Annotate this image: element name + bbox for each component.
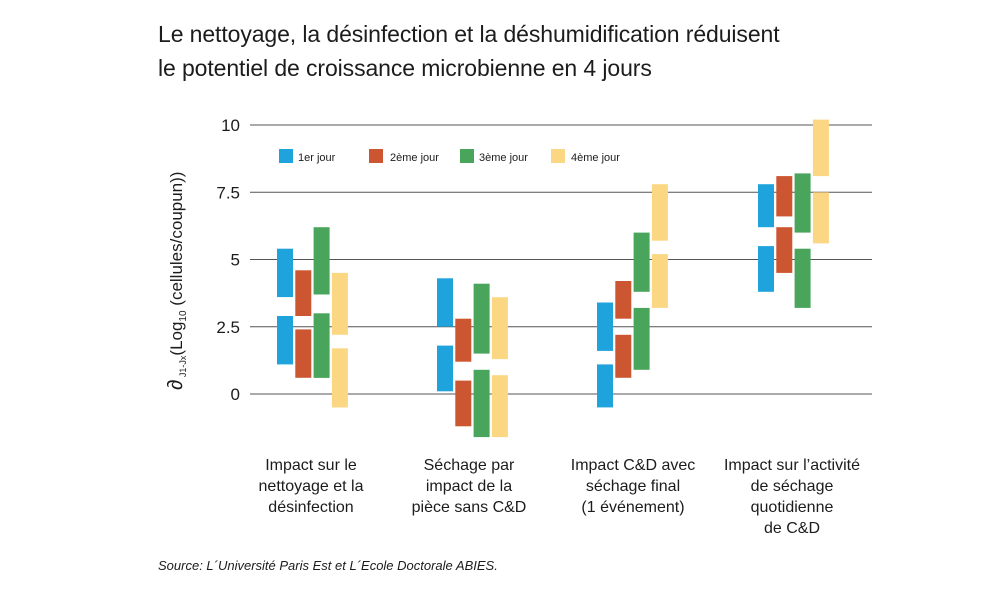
y-axis-label-end: (cellules/coupun)) (167, 172, 186, 311)
bar-g1-s4-high (331, 272, 348, 335)
bar-g3-s4-high (651, 184, 668, 241)
y-tick-label-1: 2.5 (216, 318, 240, 337)
bar-g4-s1-low (758, 246, 774, 292)
legend-swatch-2 (369, 149, 383, 163)
bar-g1-s3-high (313, 227, 330, 295)
bar-g1-s2-high (295, 270, 312, 316)
source-note: Source: L´Université Paris Est et L´Ecol… (158, 558, 498, 573)
y-tick-label-4: 10 (221, 116, 240, 135)
bar-g4-s2-high (776, 176, 793, 217)
bar-g2-s3-high (473, 283, 490, 354)
y-tick-label-0: 0 (231, 385, 240, 404)
bar-g2-s1-high (437, 278, 453, 327)
legend-label-2: 2ème jour (390, 152, 439, 164)
bar-g4-s3-low (794, 248, 811, 308)
bar-g2-s1-low (437, 345, 453, 392)
bar-g3-s2-low (615, 334, 632, 378)
legend-swatch-1 (279, 149, 293, 163)
bar-g1-s1-high (277, 248, 293, 298)
bar-g2-s3-low (473, 369, 490, 438)
bar-g3-s4-low (651, 254, 668, 308)
y-tick-label-3: 7.5 (216, 183, 240, 202)
y-axis-label-main: ∂ (164, 380, 187, 390)
legend-swatch-3 (460, 149, 474, 163)
y-tick-label-2: 5 (231, 251, 240, 270)
bar-g1-s2-low (295, 329, 312, 378)
category-label-drying: Séchage par impact de la pièce sans C&D (411, 457, 527, 516)
bar-g2-s2-low (455, 380, 472, 427)
category-label-daily-drying: Impact sur l’activité de séchage quotidi… (723, 457, 861, 537)
bar-g3-s3-low (633, 307, 650, 370)
bar-g4-s2-low (776, 227, 793, 273)
bar-g1-s1-low (277, 316, 293, 365)
bar-g2-s4-high (491, 297, 508, 360)
bar-g3-s3-high (633, 232, 650, 292)
bar-g3-s1-low (597, 364, 613, 408)
bar-g1-s3-low (313, 313, 330, 378)
bar-g4-s1-high (758, 184, 774, 228)
y-axis-label-sub1: J1-Jx (178, 355, 188, 380)
legend-label-4: 4ème jour (571, 152, 620, 164)
category-label-cd-final-drying: Impact C&D avec séchage final (1 événeme… (570, 457, 696, 516)
bar-g1-s4-low (331, 348, 348, 408)
legend-label-1: 1er jour (298, 152, 336, 164)
y-axis-label: ∂ J1-Jx(Log10 (cellules/coupun)) (164, 172, 189, 390)
bar-g2-s4-low (491, 375, 508, 438)
y-axis-label-mid: (Log (167, 322, 186, 356)
bar-g4-s4-low (812, 192, 829, 244)
bar-g4-s3-high (794, 173, 811, 233)
bar-g2-s2-high (455, 318, 472, 362)
legend-label-3: 3ème jour (479, 152, 528, 164)
bar-g3-s1-high (597, 302, 613, 351)
bar-g4-s4-high (812, 119, 829, 177)
y-axis-label-sub2: 10 (178, 310, 189, 322)
chart-title-line-2: le potentiel de croissance microbienne e… (158, 55, 652, 81)
chart-title-line-1: Le nettoyage, la désinfection et la désh… (158, 21, 780, 47)
legend-swatch-4 (551, 149, 565, 163)
bar-g3-s2-high (615, 281, 632, 319)
category-label-cleaning: Impact sur le nettoyage et la désinfecti… (258, 457, 364, 516)
